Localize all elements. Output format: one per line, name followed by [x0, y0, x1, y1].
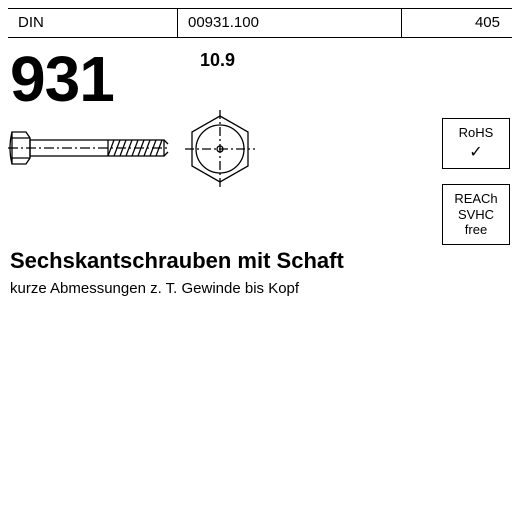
- header-article-no: 00931.100: [178, 9, 402, 37]
- bolt-side-view-icon: [8, 118, 170, 178]
- bolt-hex-top-icon: [185, 110, 255, 188]
- datasheet-page: DIN 00931.100 405 931 10.9: [0, 0, 520, 520]
- check-icon: ✓: [449, 143, 503, 162]
- reach-line3: free: [465, 222, 487, 237]
- rohs-badge: RoHS ✓: [442, 118, 510, 169]
- reach-badge: REACh SVHC free: [442, 184, 510, 245]
- rohs-label: RoHS: [459, 125, 494, 140]
- product-title: Sechskantschrauben mit Schaft: [10, 248, 344, 274]
- header-row: DIN 00931.100 405: [8, 8, 512, 38]
- header-code: 405: [402, 9, 512, 37]
- reach-line2: SVHC: [458, 207, 494, 222]
- reach-line1: REACh: [454, 191, 497, 206]
- product-subtitle: kurze Abmessungen z. T. Gewinde bis Kopf: [10, 280, 299, 297]
- din-number: 931: [10, 42, 114, 116]
- header-standard: DIN: [8, 9, 178, 37]
- strength-grade: 10.9: [200, 50, 235, 71]
